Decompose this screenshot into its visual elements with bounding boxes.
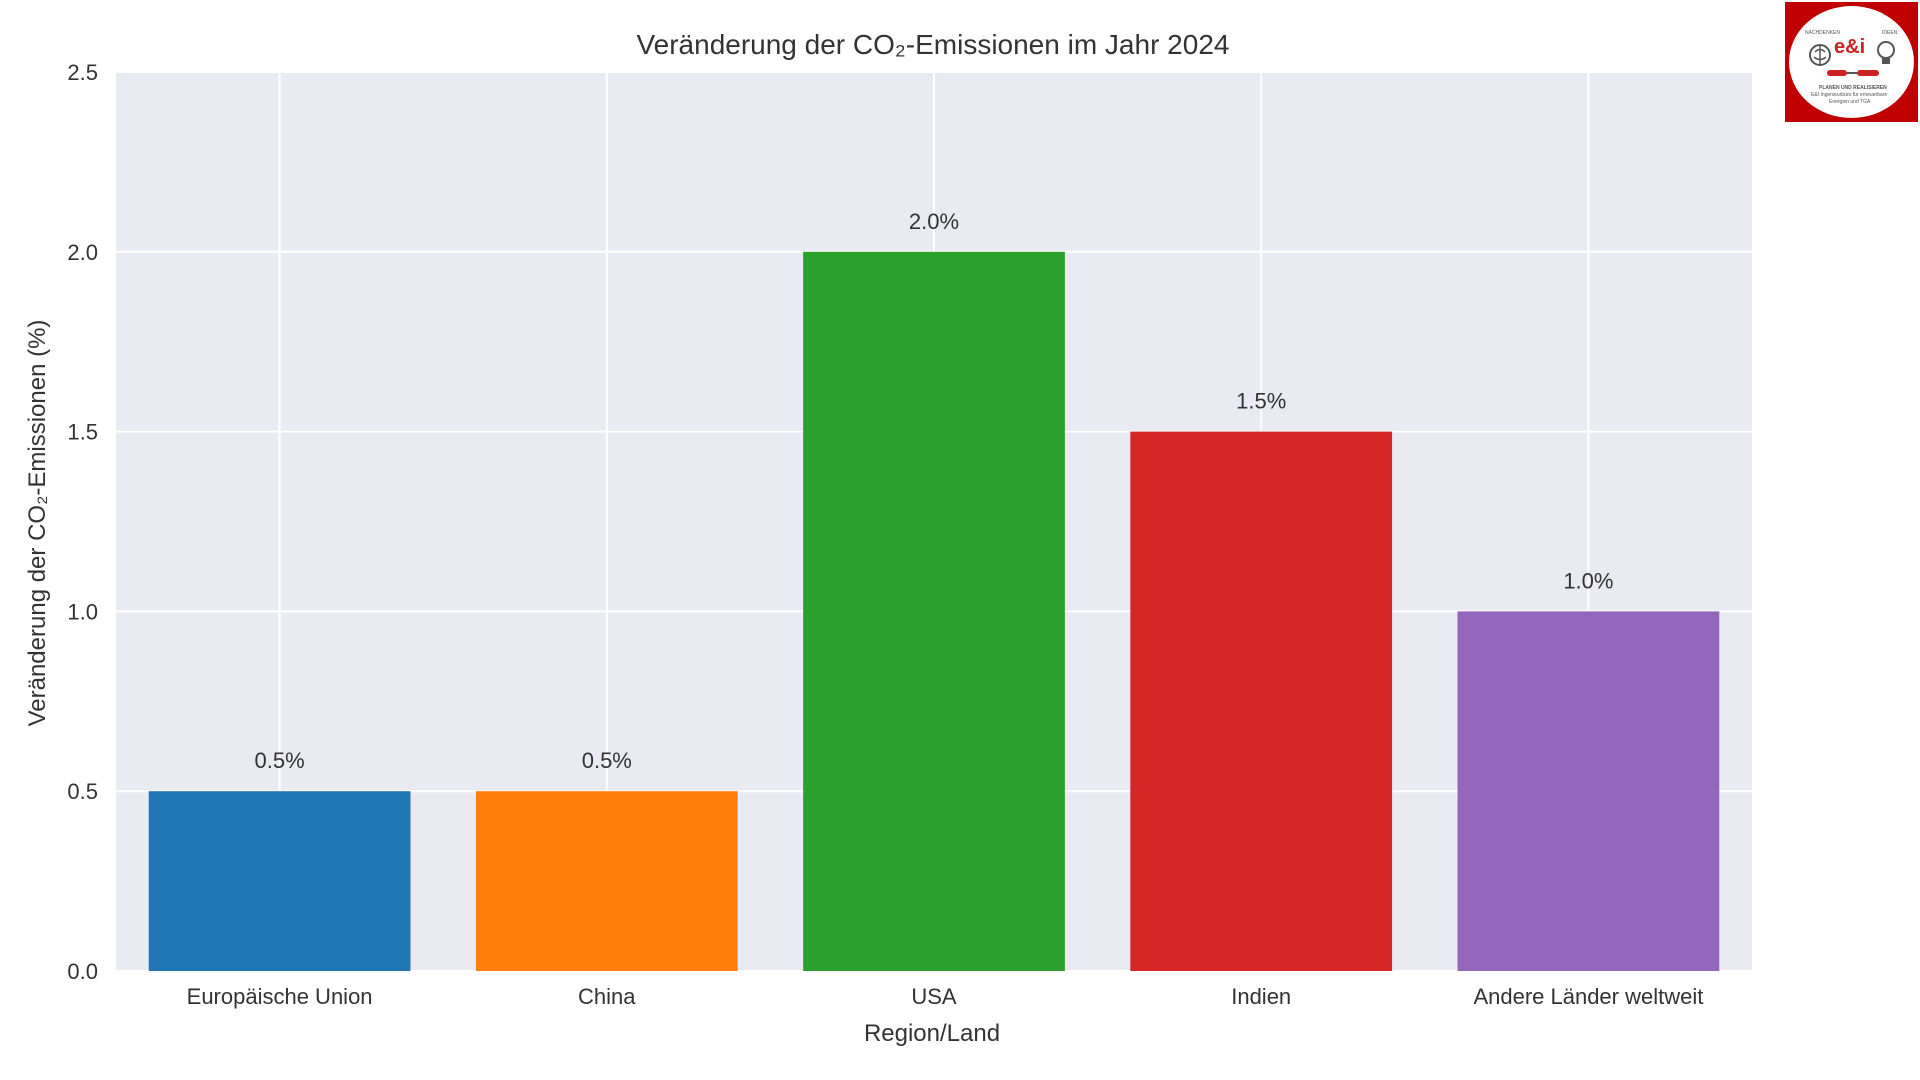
logo-bulb-icon bbox=[1877, 41, 1895, 64]
x-tick-label: Andere Länder weltweit bbox=[1473, 984, 1703, 1009]
bars: 0.5% 0.5% 2.0% 1.5% 1.0% bbox=[148, 209, 1720, 972]
y-tick-label: 0.0 bbox=[67, 959, 98, 984]
bar bbox=[475, 791, 738, 971]
x-axis-ticks: Europäische Union China USA Indien Andere Lä… bbox=[187, 984, 1704, 1009]
bar bbox=[803, 251, 1065, 972]
bar-value-label: 1.5% bbox=[1236, 389, 1286, 414]
x-tick-label: Indien bbox=[1231, 984, 1291, 1009]
x-tick-label: USA bbox=[911, 984, 957, 1009]
x-tick-label: Europäische Union bbox=[187, 984, 373, 1009]
logo-brand: e&i bbox=[1834, 36, 1866, 58]
company-logo: NACHDENKEN IDEEN e&i PLANEN UND REALISIE… bbox=[1785, 2, 1918, 122]
y-tick-label: 1.0 bbox=[67, 599, 98, 624]
y-tick-label: 0.5 bbox=[67, 779, 98, 804]
x-tick-label: China bbox=[578, 984, 636, 1009]
y-axis-label: Veränderung der CO₂-Emissionen (%) bbox=[24, 320, 51, 727]
logo-brain-icon bbox=[1809, 44, 1831, 66]
bar bbox=[1130, 431, 1393, 972]
chart-title: Veränderung der CO₂-Emissionen im Jahr 2… bbox=[637, 29, 1230, 60]
logo-plug-icon bbox=[1827, 70, 1879, 76]
bar-value-label: 1.0% bbox=[1563, 568, 1613, 593]
y-tick-label: 2.5 bbox=[67, 60, 98, 85]
bar-value-label: 0.5% bbox=[255, 748, 305, 773]
bar bbox=[1457, 611, 1720, 971]
bar-value-label: 2.0% bbox=[909, 209, 959, 234]
bar bbox=[148, 791, 411, 971]
logo-emblem: NACHDENKEN IDEEN e&i PLANEN UND REALISIE… bbox=[1789, 6, 1914, 118]
bar-value-label: 0.5% bbox=[582, 748, 632, 773]
x-axis-label: Region/Land bbox=[864, 1020, 1000, 1047]
y-tick-label: 2.0 bbox=[67, 240, 98, 265]
y-axis-ticks: 0.0 0.5 1.0 1.5 2.0 2.5 bbox=[67, 60, 98, 984]
y-tick-label: 1.5 bbox=[67, 420, 98, 445]
